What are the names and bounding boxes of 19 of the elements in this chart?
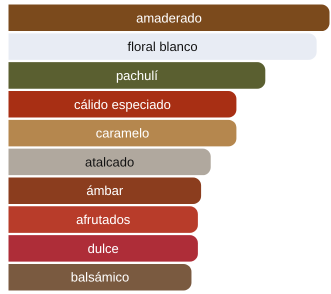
- y-tick-label: caramelo: [96, 126, 150, 141]
- bar: [8, 120, 236, 146]
- bar: [8, 206, 198, 233]
- y-tick-label: amaderado: [136, 10, 202, 26]
- y-tick-label: dulce: [88, 240, 119, 256]
- y-tick-label: floral blanco: [128, 39, 198, 54]
- y-tick-label: pachulí: [116, 68, 158, 83]
- bar: [8, 264, 192, 290]
- y-tick-label: afrutados: [76, 212, 131, 228]
- bar: [8, 235, 198, 262]
- bar: [8, 177, 202, 204]
- y-tick-label: atalcado: [85, 154, 134, 170]
- bar: [8, 148, 211, 176]
- y-tick-label: balsámico: [70, 270, 130, 285]
- y-tick-label: ámbar: [86, 183, 124, 198]
- y-tick-label: cálido especiado: [74, 96, 171, 112]
- bar: [8, 4, 330, 32]
- bar: [8, 91, 236, 118]
- bar: [8, 62, 266, 89]
